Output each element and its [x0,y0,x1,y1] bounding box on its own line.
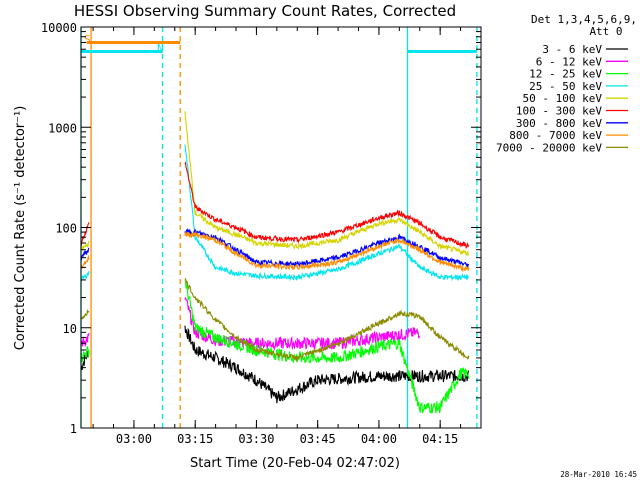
x-tick-label-3: 03:45 [300,432,336,446]
series-line-0-segment-0 [80,350,90,371]
y-tick-label-2: 100 [55,222,77,236]
series-line-3-segment-0 [80,270,90,282]
x-axis-title: Start Time (20-Feb-04 02:47:02) [190,456,400,471]
legend-label-8: 7000 - 20000 keV [496,141,602,154]
x-tick-label-4: 04:00 [361,432,397,446]
series-line-8-segment-0 [80,308,90,320]
series-line-8-segment-1 [184,277,470,362]
plot-area: SN [80,27,478,428]
legend-label-6: 300 - 800 keV [516,117,602,130]
series-line-4-segment-0 [80,240,90,252]
y-tick-label-0: 1 [70,422,77,436]
series-line-2-segment-1 [184,280,470,414]
legend-label-7: 800 - 7000 keV [509,129,602,142]
y-tick-label-3: 1000 [48,121,77,135]
y-tick-label-4: 10000 [41,21,77,35]
series-line-5-segment-1 [184,161,470,249]
x-tick-label-1: 03:15 [177,432,213,446]
timestamp: 28-Mar-2010 16:45 [560,470,637,479]
legend-label-0: 3 - 6 keV [542,43,602,56]
legend-label-5: 100 - 300 keV [516,105,602,118]
y-axis-title: Corrected Count Rate (s⁻¹ detector⁻¹) [13,106,28,351]
legend-header-0: Det 1,3,4,5,6,9, [531,13,637,26]
series-line-5-segment-0 [80,222,90,247]
legend-label-4: 50 - 100 keV [523,92,603,105]
series-line-0-segment-1 [184,325,470,404]
legend-label-3: 25 - 50 keV [529,80,602,93]
chart-title: HESSI Observing Summary Count Rates, Cor… [74,2,456,20]
y-tick-label-1: 10 [63,322,77,336]
x-tick-label-2: 03:30 [238,432,274,446]
flag-label-night: N [157,42,164,55]
x-tick-label-0: 03:00 [116,432,152,446]
axes: 03:00 03:15 03:30 03:45 04:00 04:15 1 10 100 1000… [41,21,482,446]
legend-label-2: 12 - 25 keV [529,68,602,81]
x-tick-label-5: 04:15 [422,432,458,446]
series-line-3-segment-1 [184,144,469,282]
legend-label-1: 6 - 12 keV [536,55,603,68]
legend-header-1: Att 0 [589,25,622,38]
flag-label-saa: S [84,33,91,46]
series-line-7-segment-1 [184,230,470,273]
series-line-2-segment-0 [80,346,90,364]
series-line-4-segment-1 [184,111,470,257]
series-line-6-segment-0 [80,247,90,261]
